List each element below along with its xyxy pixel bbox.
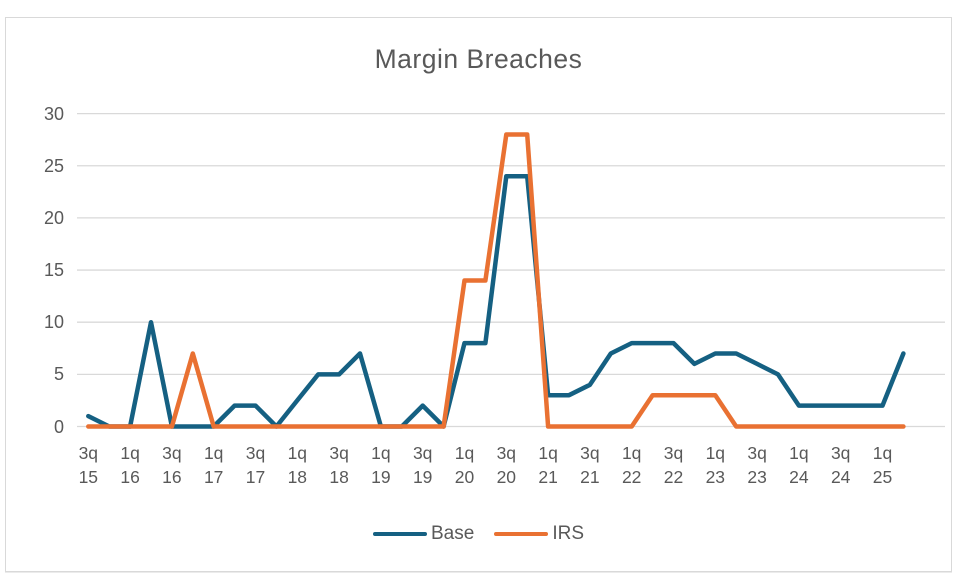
x-axis-label: 1q 22 (621, 442, 642, 487)
x-axis-label: 1q 18 (287, 442, 308, 487)
base-line-swatch-icon (373, 531, 427, 537)
x-axis-label: 3q 21 (580, 442, 600, 487)
x-axis-label: 3q 20 (496, 442, 517, 487)
legend: Base IRS (6, 523, 951, 545)
x-axis-label: 1q 21 (538, 442, 558, 487)
x-axis-label: 1q 25 (872, 442, 893, 487)
chart-title: Margin Breaches (374, 44, 583, 74)
legend-item-irs: IRS (494, 523, 584, 545)
x-axis-label: 3q 24 (830, 442, 851, 487)
x-axis-label: 3q 22 (663, 442, 684, 487)
x-axis-label: 1q 24 (789, 442, 809, 487)
x-axis-label: 1q 19 (371, 442, 391, 487)
x-axis-label: 1q 23 (705, 442, 726, 487)
series-line-irs (86, 132, 906, 429)
x-axis-label: 3q 15 (78, 442, 99, 487)
y-axis-label: 25 (43, 155, 64, 176)
x-axis-label: 1q 16 (120, 442, 140, 487)
legend-label-irs: IRS (552, 523, 584, 544)
legend-item-base: Base (373, 523, 474, 545)
series-line-base (86, 173, 906, 429)
y-axis-label: 10 (43, 312, 64, 333)
x-axis-label: 3q 16 (162, 442, 182, 487)
chart-frame: Margin Breaches 0 5 10 15 20 25 30 3q 15 1q 16 3… (5, 17, 952, 572)
x-axis-label: 1q 20 (454, 442, 475, 487)
irs-line-swatch-icon (494, 531, 549, 537)
x-axis-label: 1q 17 (203, 442, 224, 487)
x-axis-label: 3q 23 (747, 442, 767, 487)
y-axis-label: 30 (43, 103, 64, 124)
x-axis-label: 3q 17 (245, 442, 266, 487)
legend-label-base: Base (431, 523, 475, 544)
y-axis-label: 15 (43, 260, 64, 281)
plot-area (77, 112, 945, 429)
y-axis-label: 0 (53, 416, 64, 437)
x-axis-label: 3q 19 (412, 442, 433, 487)
y-axis-label: 5 (53, 364, 64, 385)
x-axis-label: 3q 18 (329, 442, 349, 487)
y-axis-label: 20 (43, 207, 64, 228)
